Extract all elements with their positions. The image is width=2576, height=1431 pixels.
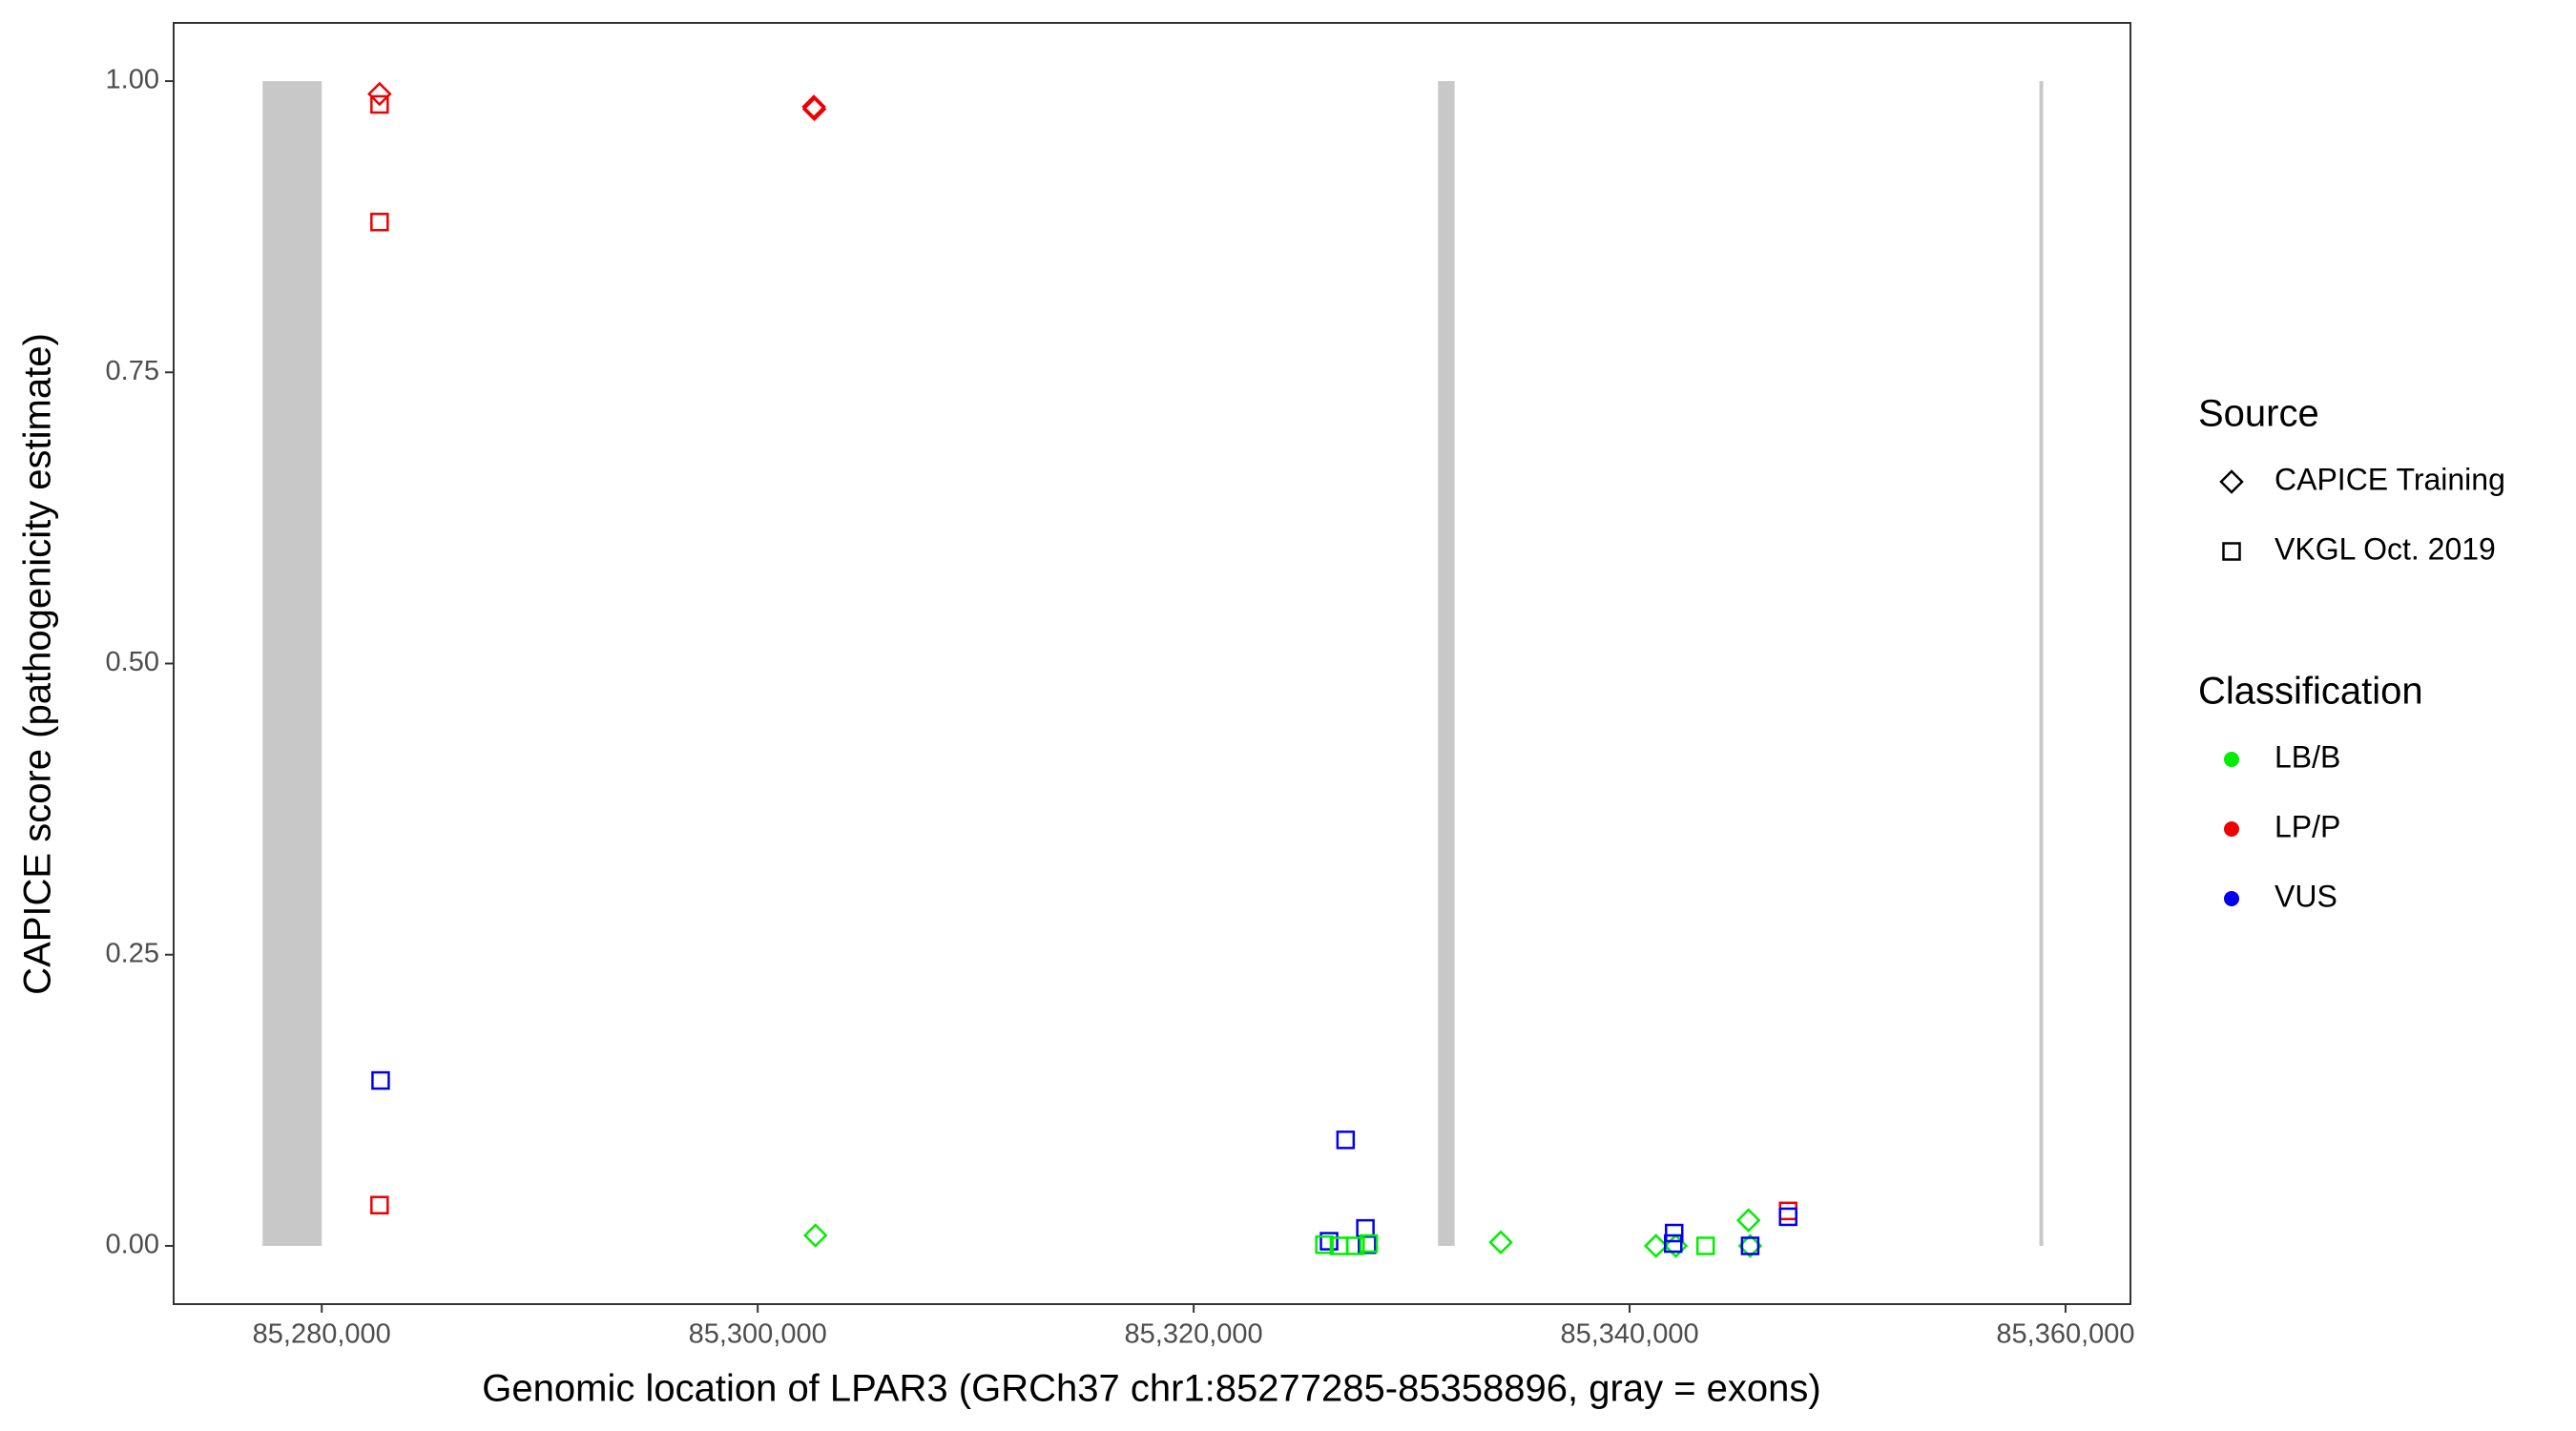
legend-label: VKGL Oct. 2019 <box>2275 531 2496 566</box>
legend-key <box>2224 752 2239 767</box>
y-tick-label: 0.75 <box>106 356 159 386</box>
point <box>1359 1234 1379 1254</box>
point <box>1319 1232 1339 1251</box>
exon <box>1438 81 1455 1246</box>
x-tick-label: 85,360,000 <box>1996 1319 2134 1350</box>
legend-title: Source <box>2198 393 2319 435</box>
y-tick-label: 1.00 <box>106 65 159 95</box>
x-tick-label: 85,340,000 <box>1560 1319 1698 1350</box>
y-tick-label: 0.50 <box>106 647 159 677</box>
x-tick-label: 85,320,000 <box>1125 1319 1263 1350</box>
point <box>1778 1207 1797 1227</box>
point <box>367 81 392 107</box>
exon <box>262 81 322 1246</box>
plot-border <box>173 22 2131 1305</box>
point <box>1665 1223 1684 1243</box>
point <box>371 1070 390 1090</box>
point <box>1315 1234 1334 1255</box>
exon <box>2039 81 2044 1246</box>
legend-key <box>2222 542 2241 561</box>
legend-key <box>2224 821 2239 837</box>
legend-key <box>2219 469 2244 494</box>
point <box>801 96 827 122</box>
point <box>370 1195 389 1214</box>
point <box>1345 1236 1365 1255</box>
legend-label: VUS <box>2275 879 2337 913</box>
point <box>1336 1130 1356 1150</box>
legend-label: CAPICE Training <box>2275 462 2505 496</box>
point <box>370 94 389 114</box>
y-axis-title: CAPICE score (pathogenicity estimate) <box>17 333 59 995</box>
x-tick-label: 85,280,000 <box>253 1319 391 1350</box>
point <box>801 94 826 119</box>
point <box>1643 1234 1669 1258</box>
point <box>370 213 389 232</box>
legend-label: LB/B <box>2275 739 2340 774</box>
legend-title: Classification <box>2198 671 2423 713</box>
x-tick-label: 85,300,000 <box>689 1319 827 1350</box>
point <box>1663 1234 1689 1258</box>
legend-key <box>2224 891 2239 906</box>
point <box>1735 1208 1761 1233</box>
x-axis-title: Genomic location of LPAR3 (GRCh37 chr1:8… <box>482 1368 1820 1410</box>
point <box>1740 1236 1760 1255</box>
point <box>1695 1236 1715 1255</box>
y-tick-label: 0.25 <box>106 938 159 968</box>
point <box>802 1223 828 1248</box>
legend-label: LP/P <box>2275 809 2340 843</box>
point <box>1663 1234 1683 1254</box>
point <box>1488 1230 1513 1255</box>
y-tick-label: 0.00 <box>106 1230 159 1260</box>
